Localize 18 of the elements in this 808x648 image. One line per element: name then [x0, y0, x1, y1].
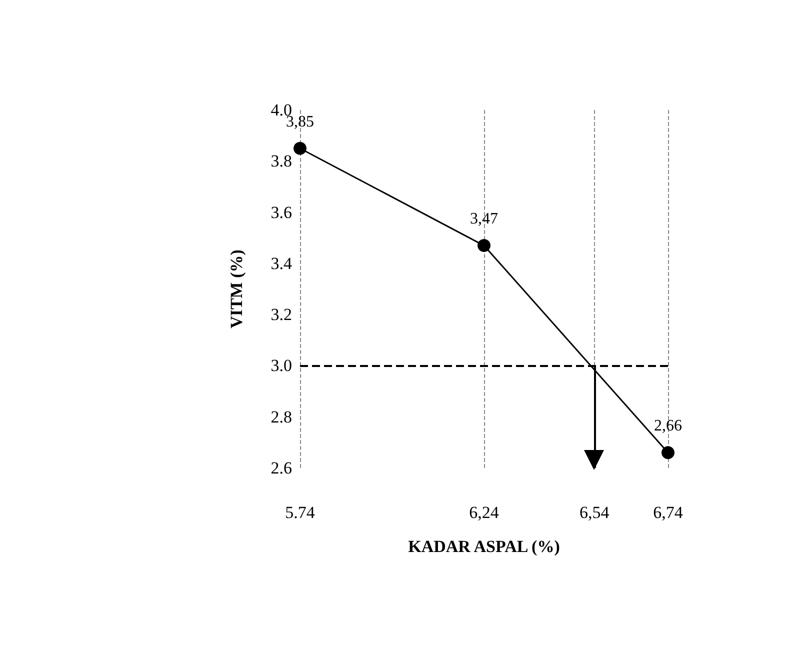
x-axis-title: KADAR ASPAL (%) [408, 537, 560, 556]
y-tick-label: 2.6 [270, 458, 292, 478]
y-tick-label: 3.2 [270, 305, 292, 324]
y-tick-label: 3.0 [270, 356, 292, 376]
x-tick-label: 6,54 [580, 503, 610, 522]
point [294, 142, 306, 155]
y-tick-label: 3.6 [270, 202, 292, 222]
data-label: 3,47 [470, 210, 498, 228]
x-tick-label: 6,74 [653, 503, 684, 522]
y-tick-label: 3.8 [270, 152, 292, 171]
point [478, 239, 490, 252]
y-tick-label: 3.4 [270, 254, 292, 273]
data-label: 2,66 [654, 418, 682, 435]
point [662, 446, 674, 460]
x-tick-label: 5.74 [285, 503, 316, 522]
y-tick-label: 2.8 [270, 407, 292, 426]
y-axis-title: VITM (%) [227, 250, 246, 328]
x-tick-label: 6,24 [469, 503, 500, 522]
